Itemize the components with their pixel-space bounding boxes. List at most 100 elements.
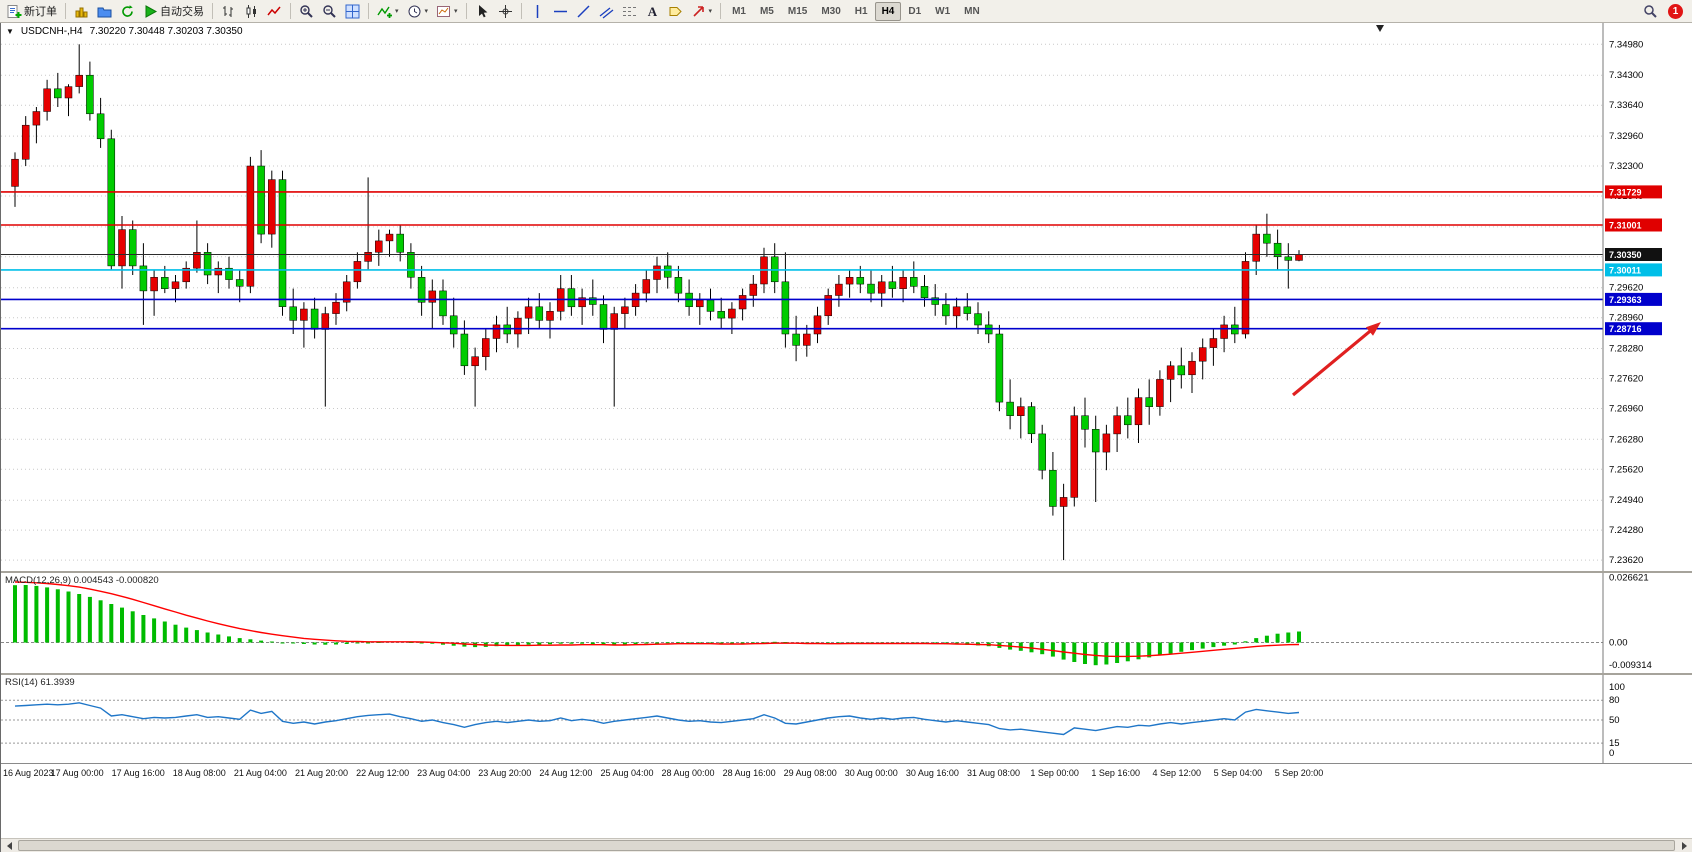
svg-text:7.25620: 7.25620 [1609,464,1643,475]
bar-chart-button[interactable] [217,2,240,21]
line-chart-icon [267,4,282,19]
tile-windows-button[interactable] [341,2,364,21]
rsi-chart[interactable]: 100 80 50 150 [1,675,1692,763]
channel-icon [599,4,614,19]
text-button[interactable]: A [641,2,664,21]
profiles-icon [97,4,112,19]
svg-text:7.26280: 7.26280 [1609,434,1643,445]
svg-text:-0.009314: -0.009314 [1609,660,1652,671]
pane-separator[interactable] [1,673,1692,675]
crosshair-icon [498,4,513,19]
svg-text:7.32300: 7.32300 [1609,161,1643,172]
timeframe-M5-button[interactable]: M5 [759,5,774,17]
svg-text:7.28716: 7.28716 [1609,324,1642,334]
line-chart-button[interactable] [263,2,286,21]
search-button[interactable] [1639,2,1662,21]
new-order-button[interactable]: 新订单 [3,1,61,21]
autotrade-play-button[interactable]: 自动交易 [139,1,208,21]
scroll-right-arrow-icon[interactable] [1676,839,1692,852]
time-label: 5 Sep 04:00 [1213,768,1263,778]
notification-badge[interactable]: 1 [1668,3,1683,19]
time-label: 5 Sep 20:00 [1274,768,1324,778]
chart-bottom-space [1,783,1692,838]
time-label: 21 Aug 20:00 [294,768,349,778]
time-label: 17 Aug 00:00 [50,768,104,778]
dropdown-caret-icon: ▾ [708,8,713,15]
svg-text:7.30011: 7.30011 [1609,265,1641,275]
periods-button[interactable]: ▾ [403,2,433,21]
timeframe-M1-button[interactable]: M1 [732,5,746,17]
svg-text:7.34980: 7.34980 [1609,39,1643,50]
candlestick-icon [244,4,259,19]
svg-text:A: A [647,4,657,19]
time-label: 22 Aug 12:00 [356,768,410,778]
hline-icon [553,4,568,19]
refresh-button[interactable] [116,2,139,21]
time-label: 21 Aug 04:00 [233,768,287,778]
shapes-icon [691,4,706,19]
hline-button[interactable] [549,2,572,21]
cursor-button[interactable] [471,2,494,21]
indicators-icon [377,4,392,19]
dropdown-caret-icon: ▾ [395,8,399,15]
chart-window-button[interactable] [70,2,93,21]
templates-button[interactable]: ▾ [432,2,462,21]
timeframe-H4-button[interactable]: H4 [874,1,902,21]
zoom-in-button[interactable] [295,2,318,21]
bar-chart-icon [221,4,236,19]
channel-button[interactable] [595,2,618,21]
one-click-trading-toggle-icon[interactable]: ▼ [6,26,14,36]
toolbar-separator [520,3,522,19]
vline-icon [530,4,545,19]
periods-icon [407,4,422,19]
svg-text:80: 80 [1609,695,1620,706]
chart-region: 7.349807.343007.336407.329607.323007.316… [0,23,1692,852]
scrollbar-thumb[interactable] [18,840,1675,851]
zoom-out-button[interactable] [318,2,341,21]
autotrade-play-label: 自动交易 [160,6,204,18]
timeframe-MN-button[interactable]: MN [964,5,980,17]
trendline-icon [576,4,591,19]
macd-chart[interactable]: 0.026621 0.00 -0.009314 [1,573,1692,673]
timeframe-M15-button[interactable]: M15 [787,5,808,17]
svg-text:7.29620: 7.29620 [1609,283,1643,294]
rsi-label: RSI(14) 61.3939 [5,677,75,688]
svg-text:7.23620: 7.23620 [1609,555,1643,566]
toolbar-separator [65,3,66,19]
timeframe-M30-button[interactable]: M30 [821,5,841,17]
timeframe-D1-button[interactable]: D1 [908,5,922,17]
toolbar-separator [720,3,722,19]
candlestick-button[interactable] [240,2,263,21]
scroll-left-arrow-icon[interactable] [1,839,17,852]
crosshair-button[interactable] [494,2,517,21]
time-label: 30 Aug 16:00 [905,768,959,778]
search-icon [1643,4,1658,19]
h-scrollbar[interactable] [1,838,1692,852]
trendline-button[interactable] [572,2,595,21]
timeframe-W1-button[interactable]: W1 [935,5,951,17]
shapes-button[interactable]: ▾ [687,2,717,21]
pane-separator[interactable] [1,571,1692,573]
toolbar-separator [465,3,467,19]
toolbar-separator [212,3,213,19]
fibo-button[interactable] [618,2,641,21]
label-button[interactable] [664,2,687,21]
zoom-in-icon [299,4,314,19]
svg-text:7.24280: 7.24280 [1609,525,1643,536]
price-pane: 7.349807.343007.336407.329607.323007.316… [1,23,1692,571]
svg-text:0.00: 0.00 [1609,638,1628,649]
fibo-icon [622,4,637,19]
time-axis: 16 Aug 2023 17 Aug 00:00 17 Aug 16:00 18 Au… [1,763,1692,783]
svg-text:0: 0 [1609,748,1614,759]
price-chart[interactable]: 7.349807.343007.336407.329607.323007.316… [1,23,1692,571]
indicators-button[interactable]: ▾ [373,2,403,21]
time-label: 18 Aug 08:00 [172,768,226,778]
time-label: 17 Aug 16:00 [111,768,165,778]
vline-button[interactable] [526,2,549,21]
tile-windows-icon [345,4,360,19]
svg-text:50: 50 [1609,715,1620,726]
profiles-button[interactable] [93,2,116,21]
svg-text:7.30350: 7.30350 [1609,250,1642,260]
time-label: 4 Sep 12:00 [1152,768,1202,778]
timeframe-H1-button[interactable]: H1 [854,5,868,17]
